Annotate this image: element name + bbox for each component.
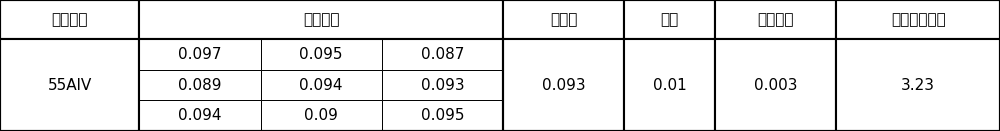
- Text: 测定结果: 测定结果: [303, 12, 339, 27]
- Text: 0.094: 0.094: [299, 78, 343, 93]
- Text: 0.097: 0.097: [178, 47, 222, 62]
- Text: 相对标准偏差: 相对标准偏差: [891, 12, 946, 27]
- Text: 55AlV: 55AlV: [48, 78, 92, 93]
- Bar: [139, 70, 261, 100]
- Text: 极差: 极差: [661, 12, 679, 27]
- Text: 3.23: 3.23: [901, 78, 935, 93]
- Bar: [624, 39, 715, 131]
- Text: 0.093: 0.093: [542, 78, 585, 93]
- Bar: [836, 0, 1000, 39]
- Bar: [139, 39, 261, 70]
- Text: 平均值: 平均值: [550, 12, 577, 27]
- Bar: [836, 39, 1000, 131]
- Bar: [382, 39, 503, 70]
- Bar: [382, 70, 503, 100]
- Text: 0.094: 0.094: [178, 108, 222, 123]
- Bar: [261, 70, 382, 100]
- Bar: [261, 100, 382, 131]
- Bar: [382, 100, 503, 131]
- Bar: [139, 100, 261, 131]
- Text: 0.095: 0.095: [299, 47, 343, 62]
- Bar: [624, 0, 715, 39]
- Bar: [503, 0, 624, 39]
- Text: 样品名称: 样品名称: [51, 12, 88, 27]
- Text: 0.087: 0.087: [421, 47, 464, 62]
- Bar: [715, 0, 836, 39]
- Text: 0.09: 0.09: [304, 108, 338, 123]
- Text: 0.01: 0.01: [653, 78, 687, 93]
- Bar: [0, 39, 139, 131]
- Text: 0.095: 0.095: [421, 108, 464, 123]
- Bar: [715, 39, 836, 131]
- Bar: [503, 39, 624, 131]
- Bar: [139, 0, 503, 39]
- Text: 0.003: 0.003: [754, 78, 798, 93]
- Text: 0.089: 0.089: [178, 78, 222, 93]
- Text: 0.093: 0.093: [421, 78, 464, 93]
- Text: 标准偏差: 标准偏差: [758, 12, 794, 27]
- Bar: [0, 0, 139, 39]
- Bar: [261, 39, 382, 70]
